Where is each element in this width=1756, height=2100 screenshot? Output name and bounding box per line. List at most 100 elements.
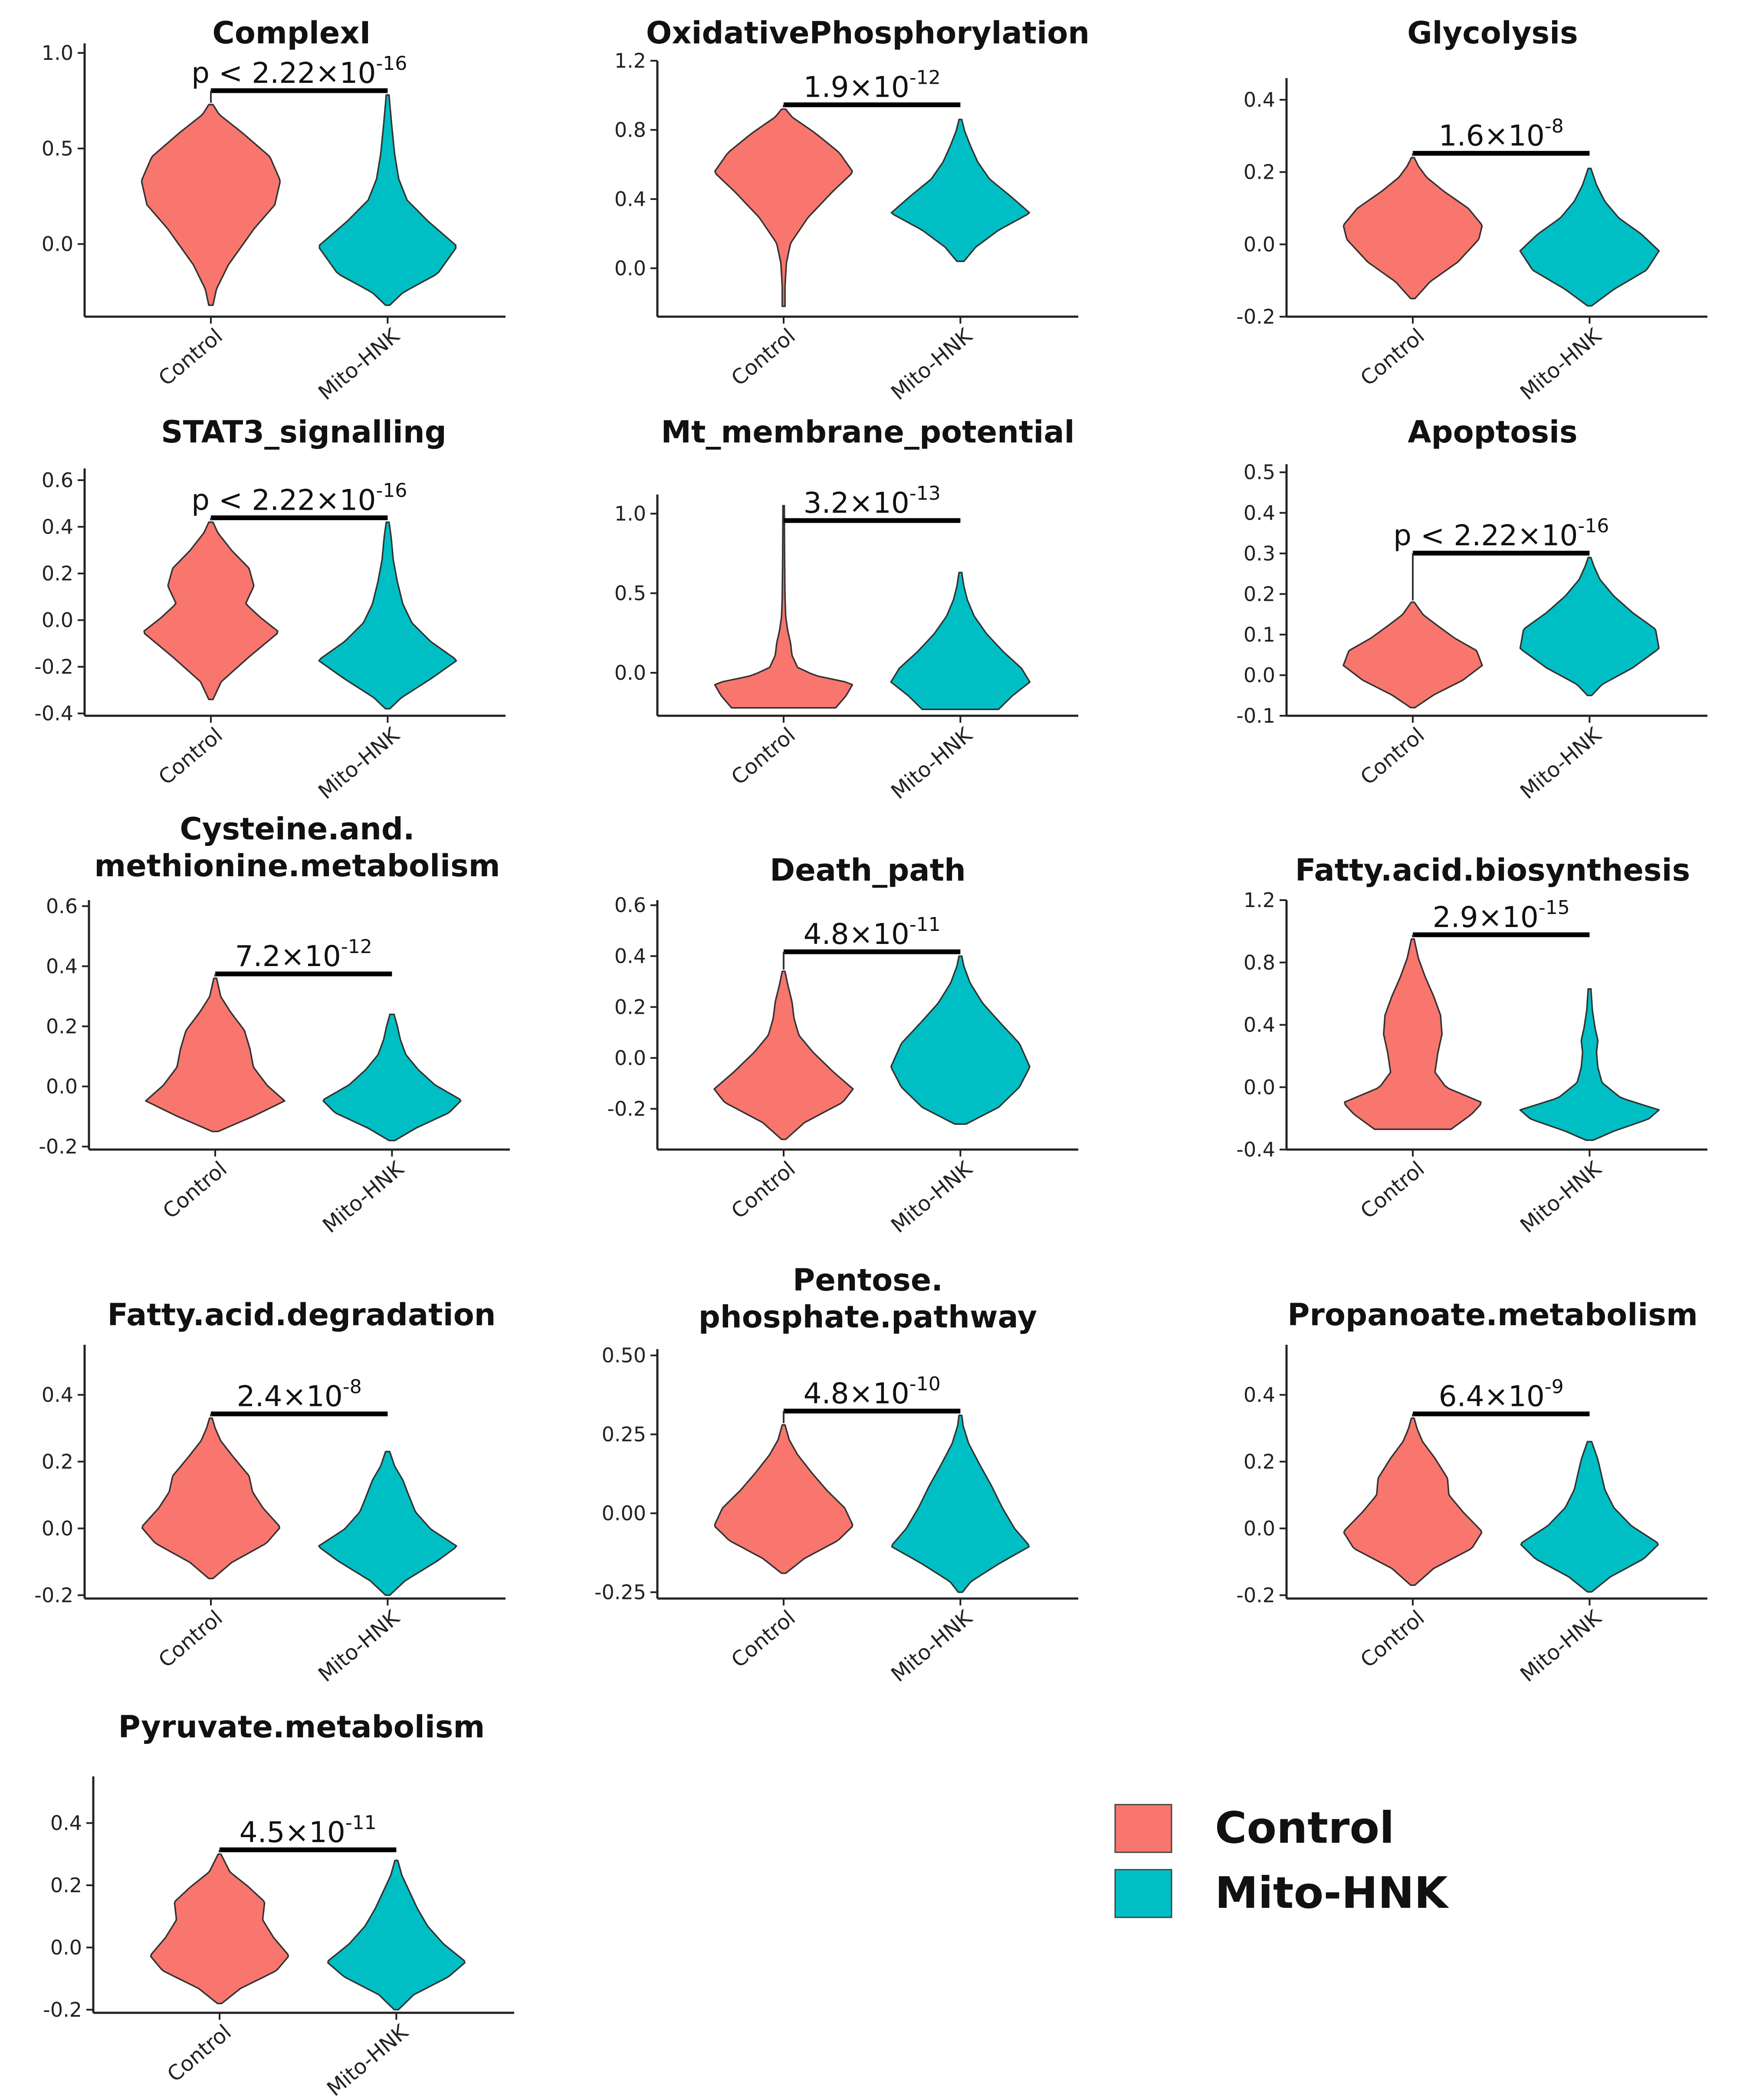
y-tick-label: 0.4 <box>1244 501 1275 524</box>
y-tick-label: 0.2 <box>1244 1450 1275 1473</box>
p-value-label: 4.5×10-11 <box>240 1812 377 1849</box>
violin-panel: OxidativePhosphorylation 0.0 0.4 0.8 1.2 Cont… <box>614 15 1090 405</box>
x-tick-label: Control <box>1356 723 1429 790</box>
p-value-exponent: -11 <box>345 1812 377 1834</box>
y-tick-label: 0.0 <box>1244 663 1275 687</box>
y-tick-label: 0.6 <box>42 468 73 492</box>
y-tick-label: -0.4 <box>34 702 73 725</box>
violin-control <box>714 1424 853 1574</box>
y-tick-label: 0.0 <box>614 1046 646 1070</box>
y-tick-label: -0.2 <box>34 1583 73 1607</box>
p-value-label: 4.8×10-10 <box>804 1373 941 1410</box>
p-value-base: p < 2.22×10 <box>191 56 376 90</box>
p-value-label: 4.8×10-11 <box>804 914 941 951</box>
panel-title: Fatty.acid.biosynthesis <box>1295 852 1690 888</box>
p-value-base: 1.9×10 <box>804 71 909 104</box>
violin-mito-hnk <box>318 521 457 710</box>
y-tick-label: 0.0 <box>1244 1517 1275 1540</box>
y-tick-label: 1.0 <box>42 41 73 65</box>
p-value-base: 4.8×10 <box>804 917 909 951</box>
violin-mito-hnk <box>1520 1441 1659 1593</box>
y-tick-label: 0.4 <box>46 954 78 978</box>
y-tick-label: 0.0 <box>42 233 73 256</box>
panel-title-line2: phosphate.pathway <box>699 1299 1037 1335</box>
violin-panel: Apoptosis -0.1 0.0 0.1 0.2 0.3 0.4 0.5 Control Mi… <box>1236 414 1707 804</box>
violin-mito-hnk <box>1519 988 1660 1141</box>
x-tick-label: Mito-HNK <box>314 323 404 405</box>
x-tick-label: Mito-HNK <box>886 323 977 405</box>
legend-label: Mito-HNK <box>1215 1867 1449 1918</box>
y-tick-label: 0.0 <box>1244 233 1275 256</box>
y-tick-label: -0.2 <box>39 1135 78 1158</box>
y-tick-label: 0.00 <box>602 1501 646 1525</box>
y-tick-label: -0.2 <box>1236 1583 1275 1607</box>
y-tick-label: -0.2 <box>607 1097 646 1120</box>
panel-title: Pyruvate.metabolism <box>118 1709 485 1745</box>
y-tick-label: 0.0 <box>50 1936 82 1959</box>
y-tick-label: 0.2 <box>42 1450 73 1473</box>
y-tick-label: 1.2 <box>1244 888 1275 912</box>
p-value-base: 2.9×10 <box>1433 901 1539 934</box>
x-tick-label: Control <box>1356 1156 1429 1223</box>
violin-control <box>714 108 853 307</box>
violin-panel: Mt_membrane_potential 0.0 0.5 1.0 Control Mit… <box>614 414 1078 804</box>
x-tick-label: Mito-HNK <box>314 1605 404 1687</box>
violin-control <box>713 970 854 1140</box>
x-tick-label: Mito-HNK <box>1516 722 1606 804</box>
x-tick-label: Mito-HNK <box>1516 323 1606 405</box>
y-tick-label: 0.8 <box>614 118 646 141</box>
violin-panel: STAT3_signalling -0.4 -0.2 0.0 0.2 0.4 0.6 Cont… <box>34 414 505 804</box>
p-value-label: 1.9×10-12 <box>804 67 941 104</box>
y-tick-label: 0.4 <box>1244 88 1275 111</box>
x-tick-label: Control <box>727 324 800 390</box>
x-tick-label: Mito-HNK <box>318 1156 409 1238</box>
panel-title: Propanoate.metabolism <box>1287 1297 1698 1333</box>
y-tick-label: 0.2 <box>50 1874 82 1897</box>
panel-title: STAT3_signalling <box>161 414 446 450</box>
violin-control <box>714 505 853 709</box>
violin-mito-hnk <box>327 1859 466 2011</box>
y-tick-label: 1.0 <box>614 502 646 525</box>
panel-title: Apoptosis <box>1408 414 1577 450</box>
violin-mito-hnk <box>318 94 457 306</box>
legend-swatch <box>1114 1869 1172 1918</box>
y-tick-label: -0.2 <box>43 1998 82 2021</box>
y-tick-label: 0.4 <box>42 515 73 538</box>
violin-mito-hnk <box>1519 557 1660 696</box>
p-value-base: 4.5×10 <box>240 1815 345 1849</box>
x-tick-label: Mito-HNK <box>886 1156 977 1238</box>
y-tick-label: 0.4 <box>1244 1383 1275 1406</box>
y-tick-label: 0.5 <box>42 137 73 160</box>
p-value-base: p < 2.22×10 <box>191 484 376 517</box>
p-value-base: 7.2×10 <box>235 940 341 973</box>
violin-panel: ComplexI 0.0 0.5 1.0 Control Mito-HNK p < 2.22… <box>42 15 505 405</box>
x-tick-label: Control <box>158 1156 232 1223</box>
x-tick-label: Control <box>154 1605 227 1672</box>
violin-control <box>150 1853 289 2005</box>
x-tick-label: Mito-HNK <box>886 1605 977 1687</box>
x-tick-label: Control <box>1356 324 1429 390</box>
y-tick-label: 0.0 <box>614 661 646 685</box>
p-value-label: 7.2×10-12 <box>235 936 372 973</box>
violin-panel: Pentose.phosphate.pathway -0.25 0.00 0.25 0.… <box>594 1262 1078 1687</box>
violin-control <box>143 521 279 701</box>
y-tick-label: 0.6 <box>614 894 646 917</box>
y-tick-label: 0.4 <box>1244 1013 1275 1037</box>
y-tick-label: 0.1 <box>1244 623 1275 646</box>
panel-title: Fatty.acid.degradation <box>107 1297 496 1333</box>
violin-control <box>141 104 281 306</box>
p-value-label: 3.2×10-13 <box>804 482 941 520</box>
violin-control <box>1342 601 1483 709</box>
p-value-exponent: -12 <box>341 936 372 958</box>
x-tick-label: Control <box>163 2020 236 2087</box>
x-tick-label: Mito-HNK <box>886 722 977 804</box>
p-value-base: 6.4×10 <box>1439 1379 1545 1413</box>
p-value-base: 2.4×10 <box>237 1379 343 1413</box>
p-value-exponent: -9 <box>1545 1376 1564 1398</box>
violin-mito-hnk <box>890 118 1031 262</box>
y-tick-label: 0.2 <box>614 995 646 1019</box>
p-value-label: 2.9×10-15 <box>1433 897 1570 934</box>
p-value-base: 1.6×10 <box>1439 119 1545 152</box>
violin-panel: Propanoate.metabolism -0.2 0.0 0.2 0.4 Contro… <box>1236 1297 1707 1687</box>
